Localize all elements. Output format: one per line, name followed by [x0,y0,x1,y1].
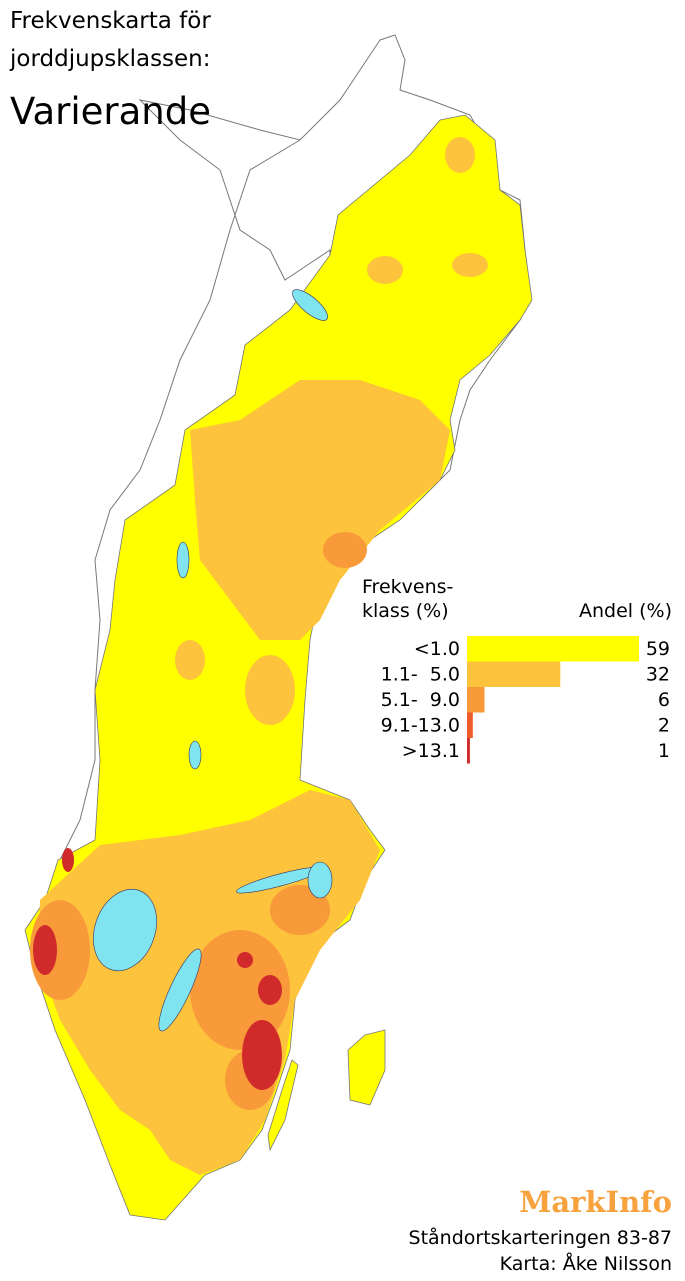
source: Ståndortskarteringen 83-87 [409,1226,672,1249]
zone [258,975,282,1005]
legend-share-value: 1 [658,740,670,762]
legend-share-value: 32 [646,664,670,686]
lake [307,861,333,899]
legend-bar [467,712,473,738]
title-line: jorddjupsklassen: [9,46,211,72]
legend-class-label: 9.1-13.0 [381,715,460,737]
credit: Karta: Åke Nilsson [500,1252,672,1275]
legend-class-header: Frekvens- [362,576,453,598]
legend-bar [467,661,561,687]
legend-bar [467,636,639,662]
zone [245,655,295,725]
lake [93,888,157,972]
zone [190,380,450,640]
oland [267,1059,299,1152]
legend-class-label: <1.0 [414,638,460,660]
zone [242,1020,282,1090]
legend: <1.0 59 1.1- 5.0 32 5.1- 9.0 6 9.1-13.0 2 >13.1 1 [381,636,670,764]
zone [33,925,57,975]
legend-share-value: 59 [646,638,670,660]
zone [270,885,330,935]
lake [188,740,202,770]
legend-class-header: klass (%) [362,600,449,622]
gotland [347,1029,386,1106]
zone [323,532,367,568]
norway-border [59,139,301,861]
legend-bar [467,738,470,764]
frequency-zones-red [33,848,282,1090]
legend-share-value: 2 [658,715,670,737]
legend-class-label: 1.1- 5.0 [381,664,460,686]
zone [190,930,290,1050]
lake [292,289,328,321]
zone [62,848,74,872]
brand: MarkInfo [519,1185,672,1219]
zone [445,137,475,173]
legend-class-label: 5.1- 9.0 [381,689,460,711]
lakes [93,289,333,1032]
lake [158,948,202,1032]
legend-class-label: >13.1 [402,740,460,762]
zone [237,952,253,968]
legend-share-header: Andel (%) [579,600,672,622]
zone [175,640,205,680]
subtitle: Varierande [10,90,211,133]
legend-share-value: 6 [658,689,670,711]
lake [176,541,190,579]
zone [452,253,488,277]
title-line: Frekvenskarta för [10,8,211,34]
zone [367,256,403,284]
legend-bar [467,687,485,713]
